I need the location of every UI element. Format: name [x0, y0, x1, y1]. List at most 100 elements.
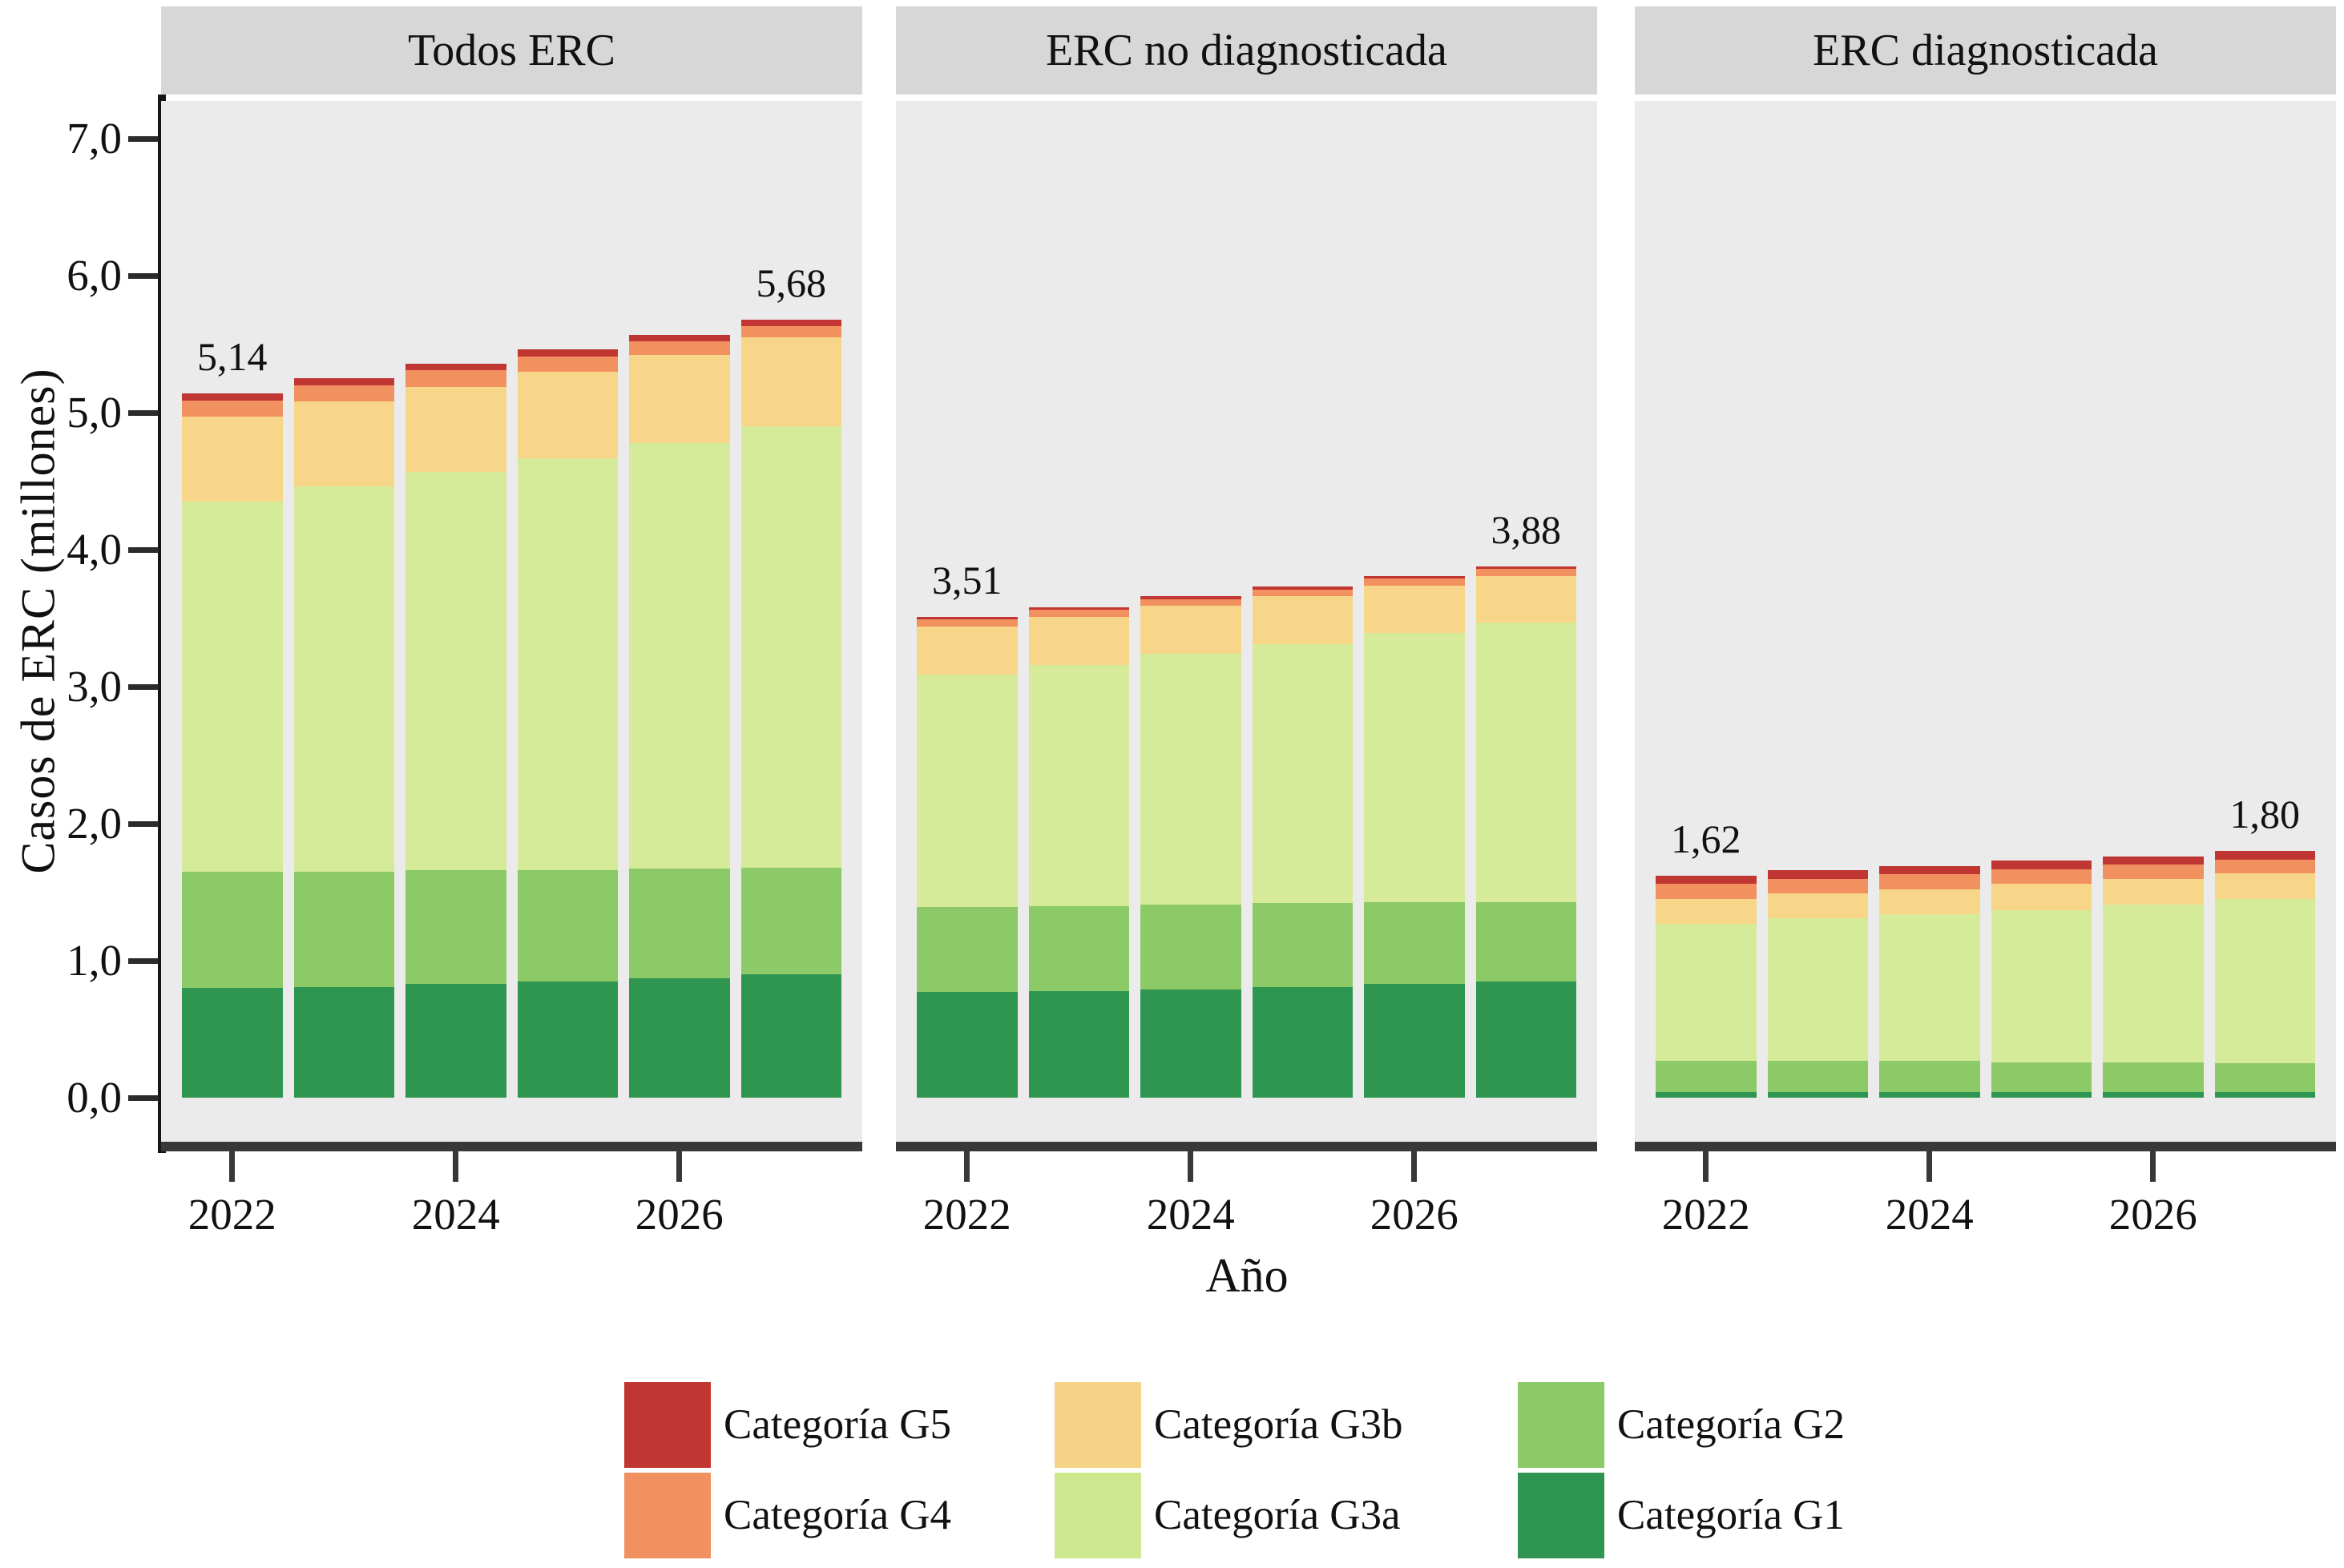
bar-2023 [1767, 870, 1868, 1098]
segment-categoria-g3a [517, 458, 618, 871]
segment-categoria-g3a [2214, 899, 2315, 1064]
bar-2023 [1028, 607, 1129, 1098]
facet-title: ERC no diagnosticada [1046, 26, 1447, 75]
segment-categoria-g3b [2214, 873, 2315, 900]
segment-categoria-g3a [293, 486, 394, 872]
x-axis-line [896, 1142, 1597, 1151]
x-tick-label: 2024 [1885, 1190, 1974, 1239]
y-tick-label: 5,0 [67, 388, 122, 437]
segment-categoria-g1 [740, 974, 841, 1098]
segment-categoria-g5 [1656, 876, 1757, 885]
bar-total-label: 3,88 [1491, 507, 1562, 552]
segment-categoria-g2 [2214, 1063, 2315, 1093]
segment-categoria-g3b [917, 626, 1018, 675]
x-axis-tick [964, 1151, 970, 1182]
segment-categoria-g2 [2103, 1062, 2204, 1093]
segment-categoria-g3a [917, 674, 1018, 908]
y-axis-tick [128, 547, 159, 553]
bar-total-label: 5,14 [197, 334, 268, 379]
segment-categoria-g1 [2214, 1092, 2315, 1098]
facet-panel [896, 101, 1597, 1142]
segment-categoria-g1 [405, 984, 506, 1098]
y-axis-tick [128, 821, 159, 827]
x-axis-tick [1411, 1151, 1417, 1182]
segment-categoria-g3a [1991, 909, 2092, 1062]
segment-categoria-g3a [1767, 918, 1868, 1061]
segment-categoria-g5 [517, 349, 618, 357]
segment-categoria-g1 [1028, 990, 1129, 1098]
bar-2024 [405, 363, 506, 1098]
segment-categoria-g3b [1991, 884, 2092, 910]
segment-categoria-g3a [2103, 905, 2204, 1062]
x-tick-label: 2024 [1146, 1190, 1235, 1239]
segment-categoria-g5 [1364, 575, 1465, 578]
y-tick-label: 2,0 [67, 799, 122, 848]
segment-categoria-g2 [1028, 905, 1129, 991]
bar-2022 [182, 393, 283, 1098]
segment-categoria-g3a [1028, 664, 1129, 906]
segment-categoria-g2 [182, 871, 283, 989]
segment-categoria-g3b [1140, 606, 1241, 655]
segment-categoria-g5 [1879, 866, 1980, 875]
y-tick-label: 6,0 [67, 251, 122, 300]
legend-label-categoria-g4: Categoría G4 [724, 1492, 952, 1538]
segment-categoria-g4 [1252, 589, 1353, 597]
segment-categoria-g2 [740, 867, 841, 975]
bar-total-label: 1,62 [1671, 816, 1741, 861]
segment-categoria-g5 [2103, 857, 2204, 865]
segment-categoria-g2 [1656, 1060, 1757, 1093]
legend-label-categoria-g3a: Categoría G3a [1154, 1492, 1401, 1538]
segment-categoria-g4 [1364, 578, 1465, 586]
segment-categoria-g4 [2214, 859, 2315, 873]
segment-categoria-g3a [629, 442, 730, 869]
bar-2027 [740, 319, 841, 1098]
segment-categoria-g4 [293, 385, 394, 402]
segment-categoria-g2 [1767, 1060, 1868, 1093]
x-axis-tick [453, 1151, 458, 1182]
legend-swatch-categoria-g2 [1518, 1382, 1604, 1468]
segment-categoria-g4 [405, 370, 506, 387]
segment-categoria-g4 [1028, 610, 1129, 617]
bar-2024 [1879, 866, 1980, 1098]
x-axis-tick [229, 1151, 235, 1182]
bars-row [896, 101, 1597, 1142]
legend-swatch-categoria-g5 [624, 1382, 711, 1468]
bars-row [161, 101, 862, 1142]
segment-categoria-g5 [1767, 870, 1868, 879]
segment-categoria-g3b [1656, 899, 1757, 924]
segment-categoria-g2 [1364, 901, 1465, 985]
x-axis-tick [2150, 1151, 2156, 1182]
segment-categoria-g4 [740, 326, 841, 337]
segment-categoria-g1 [2103, 1092, 2204, 1098]
x-tick-label: 2026 [2108, 1190, 2197, 1239]
segment-categoria-g5 [917, 616, 1018, 620]
legend-swatch-categoria-g4 [624, 1473, 711, 1558]
segment-categoria-g5 [1991, 861, 2092, 869]
bar-2022 [917, 616, 1018, 1098]
segment-categoria-g2 [1475, 901, 1576, 982]
segment-categoria-g5 [740, 319, 841, 327]
segment-categoria-g2 [1879, 1060, 1980, 1093]
bar-2023 [293, 378, 394, 1098]
bar-2027 [1475, 566, 1576, 1098]
segment-categoria-g5 [1140, 596, 1241, 599]
segment-categoria-g3b [517, 371, 618, 458]
segment-categoria-g2 [917, 907, 1018, 993]
bar-2027 [2214, 851, 2315, 1098]
segment-categoria-g5 [1252, 586, 1353, 590]
segment-categoria-g3b [1252, 596, 1353, 645]
segment-categoria-g5 [629, 334, 730, 342]
x-axis-line [1635, 1142, 2336, 1151]
segment-categoria-g3a [1140, 654, 1241, 905]
segment-categoria-g4 [1879, 874, 1980, 890]
facet-panel [161, 101, 862, 1142]
segment-categoria-g3a [1656, 923, 1757, 1061]
facet-title: Todos ERC [408, 26, 615, 75]
segment-categoria-g4 [917, 619, 1018, 627]
segment-categoria-g2 [629, 869, 730, 979]
x-tick-label: 2026 [635, 1190, 724, 1239]
bar-2022 [1656, 876, 1757, 1098]
bar-2026 [2103, 857, 2204, 1098]
segment-categoria-g3b [1028, 616, 1129, 665]
x-tick-label: 2022 [1661, 1190, 1750, 1239]
